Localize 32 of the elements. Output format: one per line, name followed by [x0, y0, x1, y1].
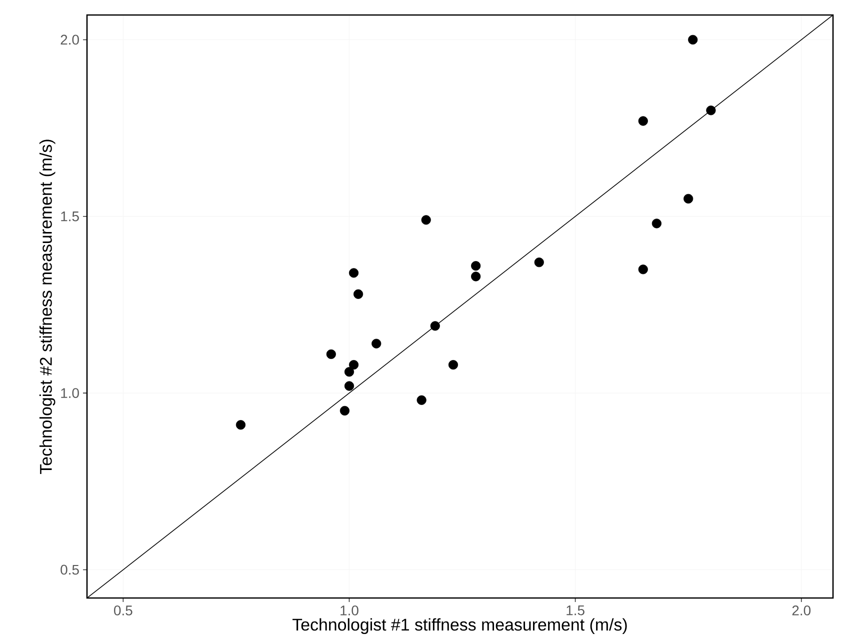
point	[688, 34, 698, 45]
point	[638, 116, 648, 126]
point	[534, 258, 544, 268]
point	[638, 264, 648, 274]
point	[353, 289, 364, 299]
point	[471, 272, 481, 282]
point	[471, 261, 481, 271]
point	[448, 360, 458, 370]
x-tick-label: 0.5	[114, 606, 132, 616]
point	[421, 215, 431, 225]
x-tick-label: 1.0	[340, 606, 358, 616]
point	[340, 406, 350, 416]
point	[348, 268, 359, 278]
point	[684, 194, 694, 204]
point	[430, 321, 440, 331]
x-tick-label: 1.5	[566, 606, 584, 616]
y-tick-label: 1.0	[61, 388, 79, 398]
y-tick-label: 1.5	[61, 212, 79, 222]
x-axis-title: Technologist #1 stiffness measurement (m/s)	[292, 618, 627, 634]
point	[326, 349, 336, 359]
point	[348, 360, 359, 370]
point	[706, 106, 716, 116]
point	[344, 367, 354, 377]
x-tick-label: 2.0	[792, 606, 811, 616]
point	[416, 395, 426, 405]
point	[372, 338, 382, 348]
y-tick-label: 2.0	[60, 34, 79, 45]
y-tick-label: 0.5	[60, 564, 79, 575]
point	[236, 420, 246, 430]
point	[344, 381, 354, 391]
y-axis-title: Technologist #2 stiffness measurement (m/s)	[39, 140, 56, 474]
point	[652, 218, 662, 228]
